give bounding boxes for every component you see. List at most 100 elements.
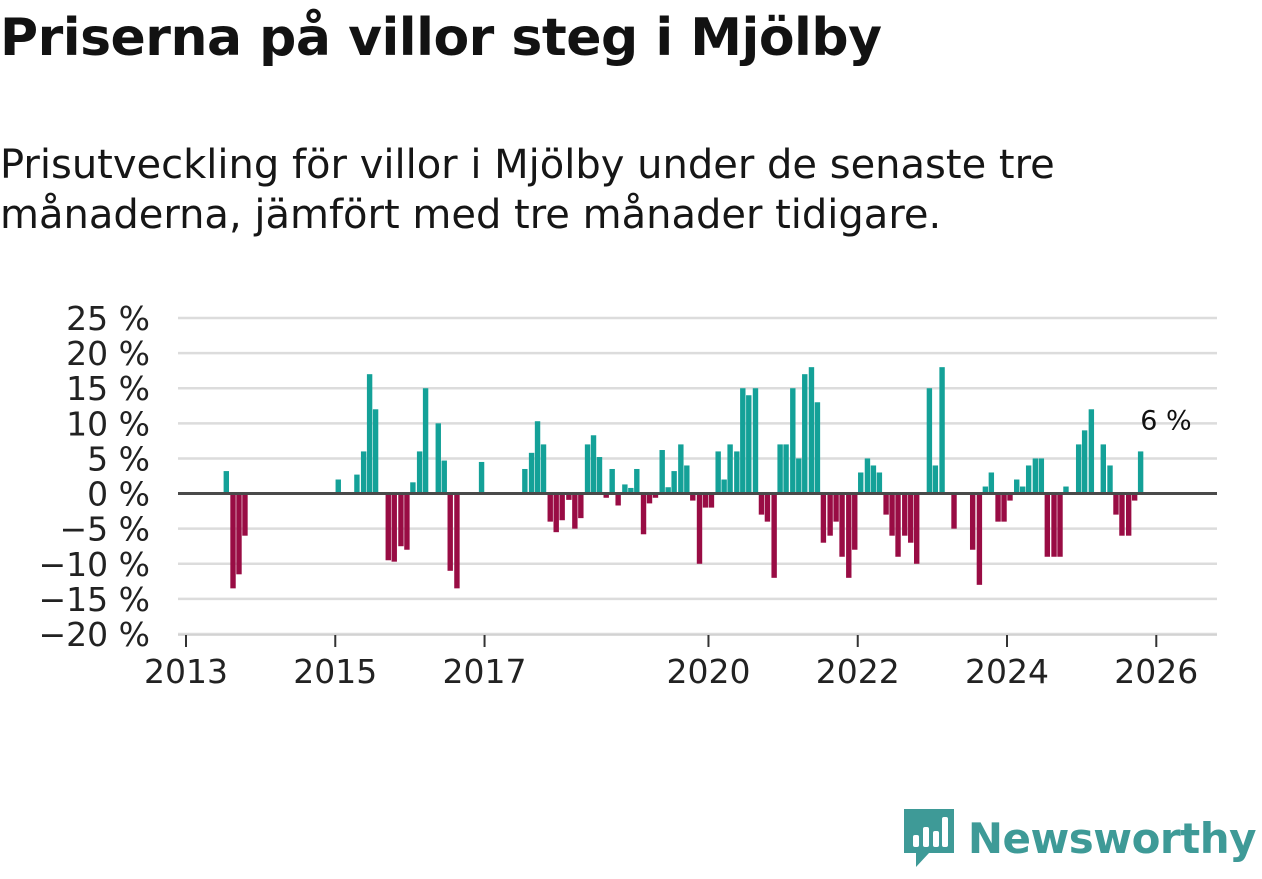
y-tick-label: 0 %: [87, 475, 150, 514]
bar: [1119, 493, 1125, 536]
bar: [447, 493, 453, 571]
bar: [982, 486, 989, 494]
chart-subtitle: Prisutveckling för villor i Mjölby under…: [0, 142, 1055, 238]
bar: [404, 493, 410, 550]
bar: [951, 493, 957, 529]
bar: [590, 435, 597, 494]
bar: [652, 493, 659, 498]
bar: [360, 451, 367, 494]
bar: [1063, 486, 1069, 494]
bar: [223, 471, 230, 494]
bar: [335, 479, 341, 494]
bar: [671, 471, 677, 494]
bar: [858, 472, 864, 494]
bar-chart: 25 %20 %15 %10 %5 %0 %−5 %−10 %−15 %−20 …: [39, 299, 1217, 691]
bar: [659, 450, 665, 494]
grid-lines: [178, 316, 1217, 636]
bar: [758, 493, 765, 515]
bar: [876, 472, 883, 494]
y-axis-tick-labels: 25 %20 %15 %10 %5 %0 %−5 %−10 %−15 %−20 …: [39, 299, 151, 654]
bar: [622, 484, 628, 494]
bar: [908, 493, 914, 543]
bar: [1019, 486, 1026, 494]
bar: [1032, 458, 1039, 494]
bar: [684, 465, 690, 494]
bar: [1081, 430, 1088, 494]
bar: [777, 444, 783, 494]
bar: [740, 388, 746, 494]
bar: [727, 444, 733, 494]
bar: [566, 493, 572, 500]
bar: [609, 468, 615, 494]
bar: [230, 493, 236, 589]
bar: [827, 493, 833, 536]
bar: [553, 493, 559, 533]
bar: [783, 444, 789, 494]
bar: [889, 493, 895, 536]
bar: [752, 388, 759, 494]
bar: [690, 493, 696, 501]
bar: [391, 493, 397, 562]
bar: [366, 374, 373, 494]
x-tick-label: 2017: [443, 652, 527, 691]
bar: [839, 493, 845, 557]
bar: [640, 493, 647, 535]
bar: [1113, 493, 1119, 515]
bar: [914, 493, 920, 564]
bar: [441, 460, 447, 494]
bar: [852, 493, 858, 550]
bar: [534, 421, 541, 494]
y-tick-label: −20 %: [39, 615, 151, 654]
brand-name: Newsworthy: [967, 813, 1257, 863]
bar-series: [223, 367, 1144, 589]
bar: [939, 367, 945, 494]
bar: [242, 493, 248, 536]
bar: [708, 493, 715, 508]
bar: [864, 458, 871, 494]
y-tick-label: −15 %: [39, 580, 151, 619]
bar: [628, 487, 634, 494]
bar: [603, 493, 609, 498]
bar: [410, 482, 416, 494]
bar: [995, 493, 1001, 522]
bar: [1075, 444, 1082, 494]
x-tick-label: 2026: [1114, 652, 1198, 691]
bar: [976, 493, 983, 585]
bar: [572, 493, 578, 529]
bar: [678, 444, 684, 494]
bar: [764, 493, 771, 522]
bar: [454, 493, 460, 589]
bar: [734, 451, 740, 494]
y-tick-label: 25 %: [66, 299, 150, 338]
bar: [416, 451, 423, 494]
bar: [814, 402, 821, 494]
x-axis-ticks: 2013 2015 2017 2020 2022 2024 2026: [144, 635, 1198, 691]
bar: [820, 493, 827, 543]
x-tick-label: 2022: [816, 652, 900, 691]
bar: [796, 458, 802, 494]
bar: [646, 493, 653, 504]
bar: [615, 493, 621, 506]
y-tick-label: −10 %: [39, 545, 151, 584]
bar: [1088, 409, 1095, 494]
bar: [1125, 493, 1132, 536]
bar: [895, 493, 901, 557]
bar: [1107, 465, 1113, 494]
bar: [969, 493, 976, 550]
bar: [354, 474, 360, 494]
last-value-annotation: 6 %: [1140, 405, 1191, 436]
x-tick-label: 2020: [666, 652, 750, 691]
bar: [1051, 493, 1057, 557]
bar: [1137, 451, 1144, 494]
bar: [1131, 493, 1138, 501]
bar: [696, 493, 703, 564]
bar: [833, 493, 839, 522]
bar: [1100, 444, 1106, 494]
bar: [1025, 465, 1032, 494]
bar: [988, 472, 995, 494]
bar: [422, 388, 429, 494]
x-tick-label: 2024: [965, 652, 1049, 691]
bar: [435, 423, 441, 494]
bar: [596, 457, 603, 494]
bar: [1057, 493, 1063, 557]
